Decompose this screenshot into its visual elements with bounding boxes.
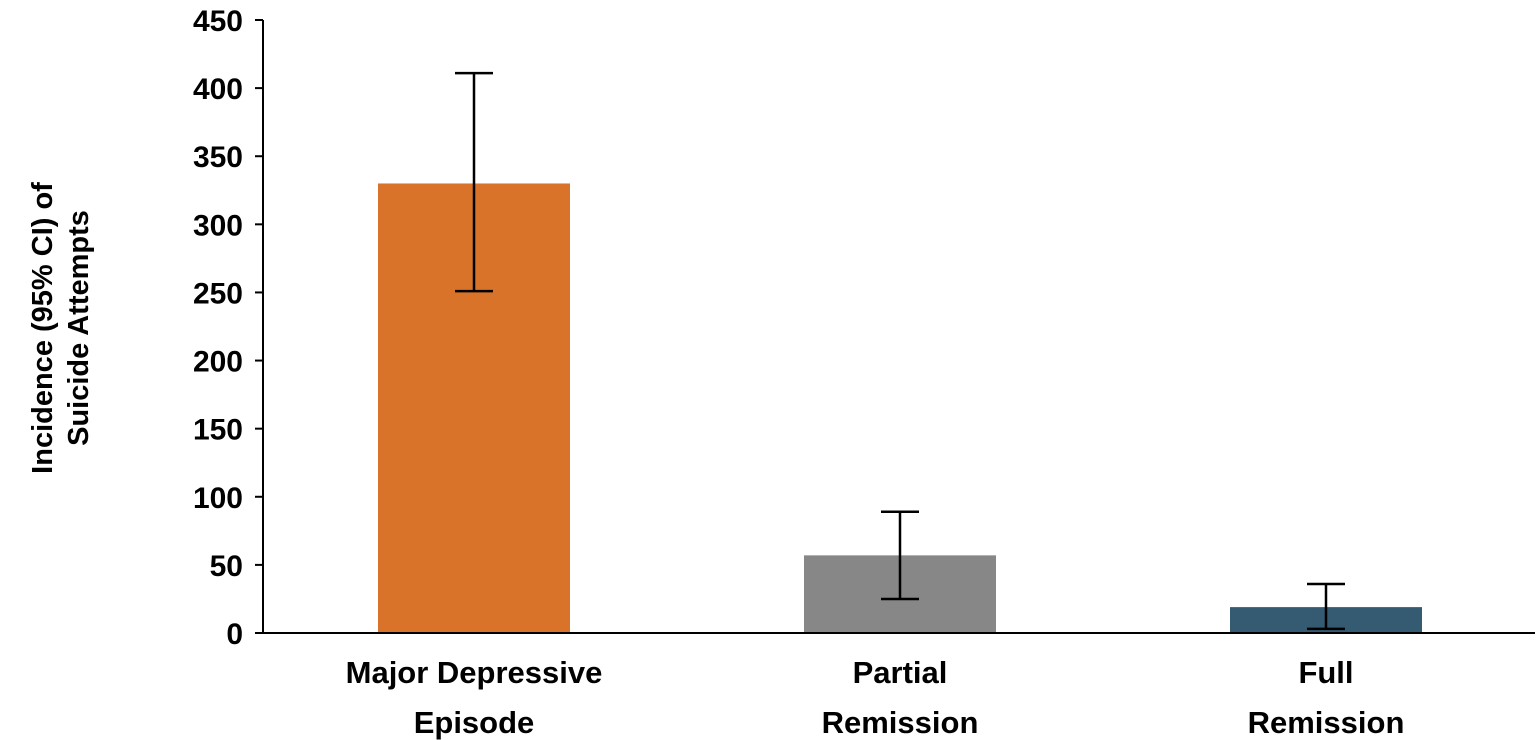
x-category-label-line: Full — [1298, 655, 1353, 690]
y-tick-label: 200 — [193, 346, 243, 379]
x-category-label: Full Remission — [1248, 655, 1405, 740]
y-tick-label: 100 — [193, 482, 243, 515]
x-category-label-line: Remission — [822, 705, 979, 740]
y-tick-label: 450 — [193, 5, 243, 38]
y-tick-label: 150 — [193, 414, 243, 447]
x-category-label-line: Partial — [853, 655, 948, 690]
y-tick-label: 250 — [193, 277, 243, 310]
x-category-label: Partial Remission — [822, 655, 979, 740]
y-axis-title: Incidence (95% CI) of Suicide Attempts — [27, 182, 95, 474]
y-axis-title-text: Incidence (95% CI) of Suicide Attempts — [27, 182, 95, 474]
y-tick-label: 50 — [210, 550, 243, 583]
x-category-label-line: Remission — [1248, 705, 1405, 740]
x-category-label: Major Depressive Episode — [346, 655, 603, 740]
y-axis: 0 50 100 150 200 250 300 350 400 450 — [193, 5, 264, 651]
error-bars — [455, 71, 1345, 631]
y-tick-label: 350 — [193, 141, 243, 174]
y-tick-label: 300 — [193, 209, 243, 242]
x-category-label-line: Major Depressive — [346, 655, 603, 690]
x-category-label-line: Episode — [414, 705, 535, 740]
y-axis-title-line: Incidence (95% CI) of — [27, 182, 59, 474]
y-axis-title-line: Suicide Attempts — [63, 210, 95, 446]
y-tick-label: 400 — [193, 73, 243, 106]
y-tick-label: 0 — [226, 618, 243, 651]
